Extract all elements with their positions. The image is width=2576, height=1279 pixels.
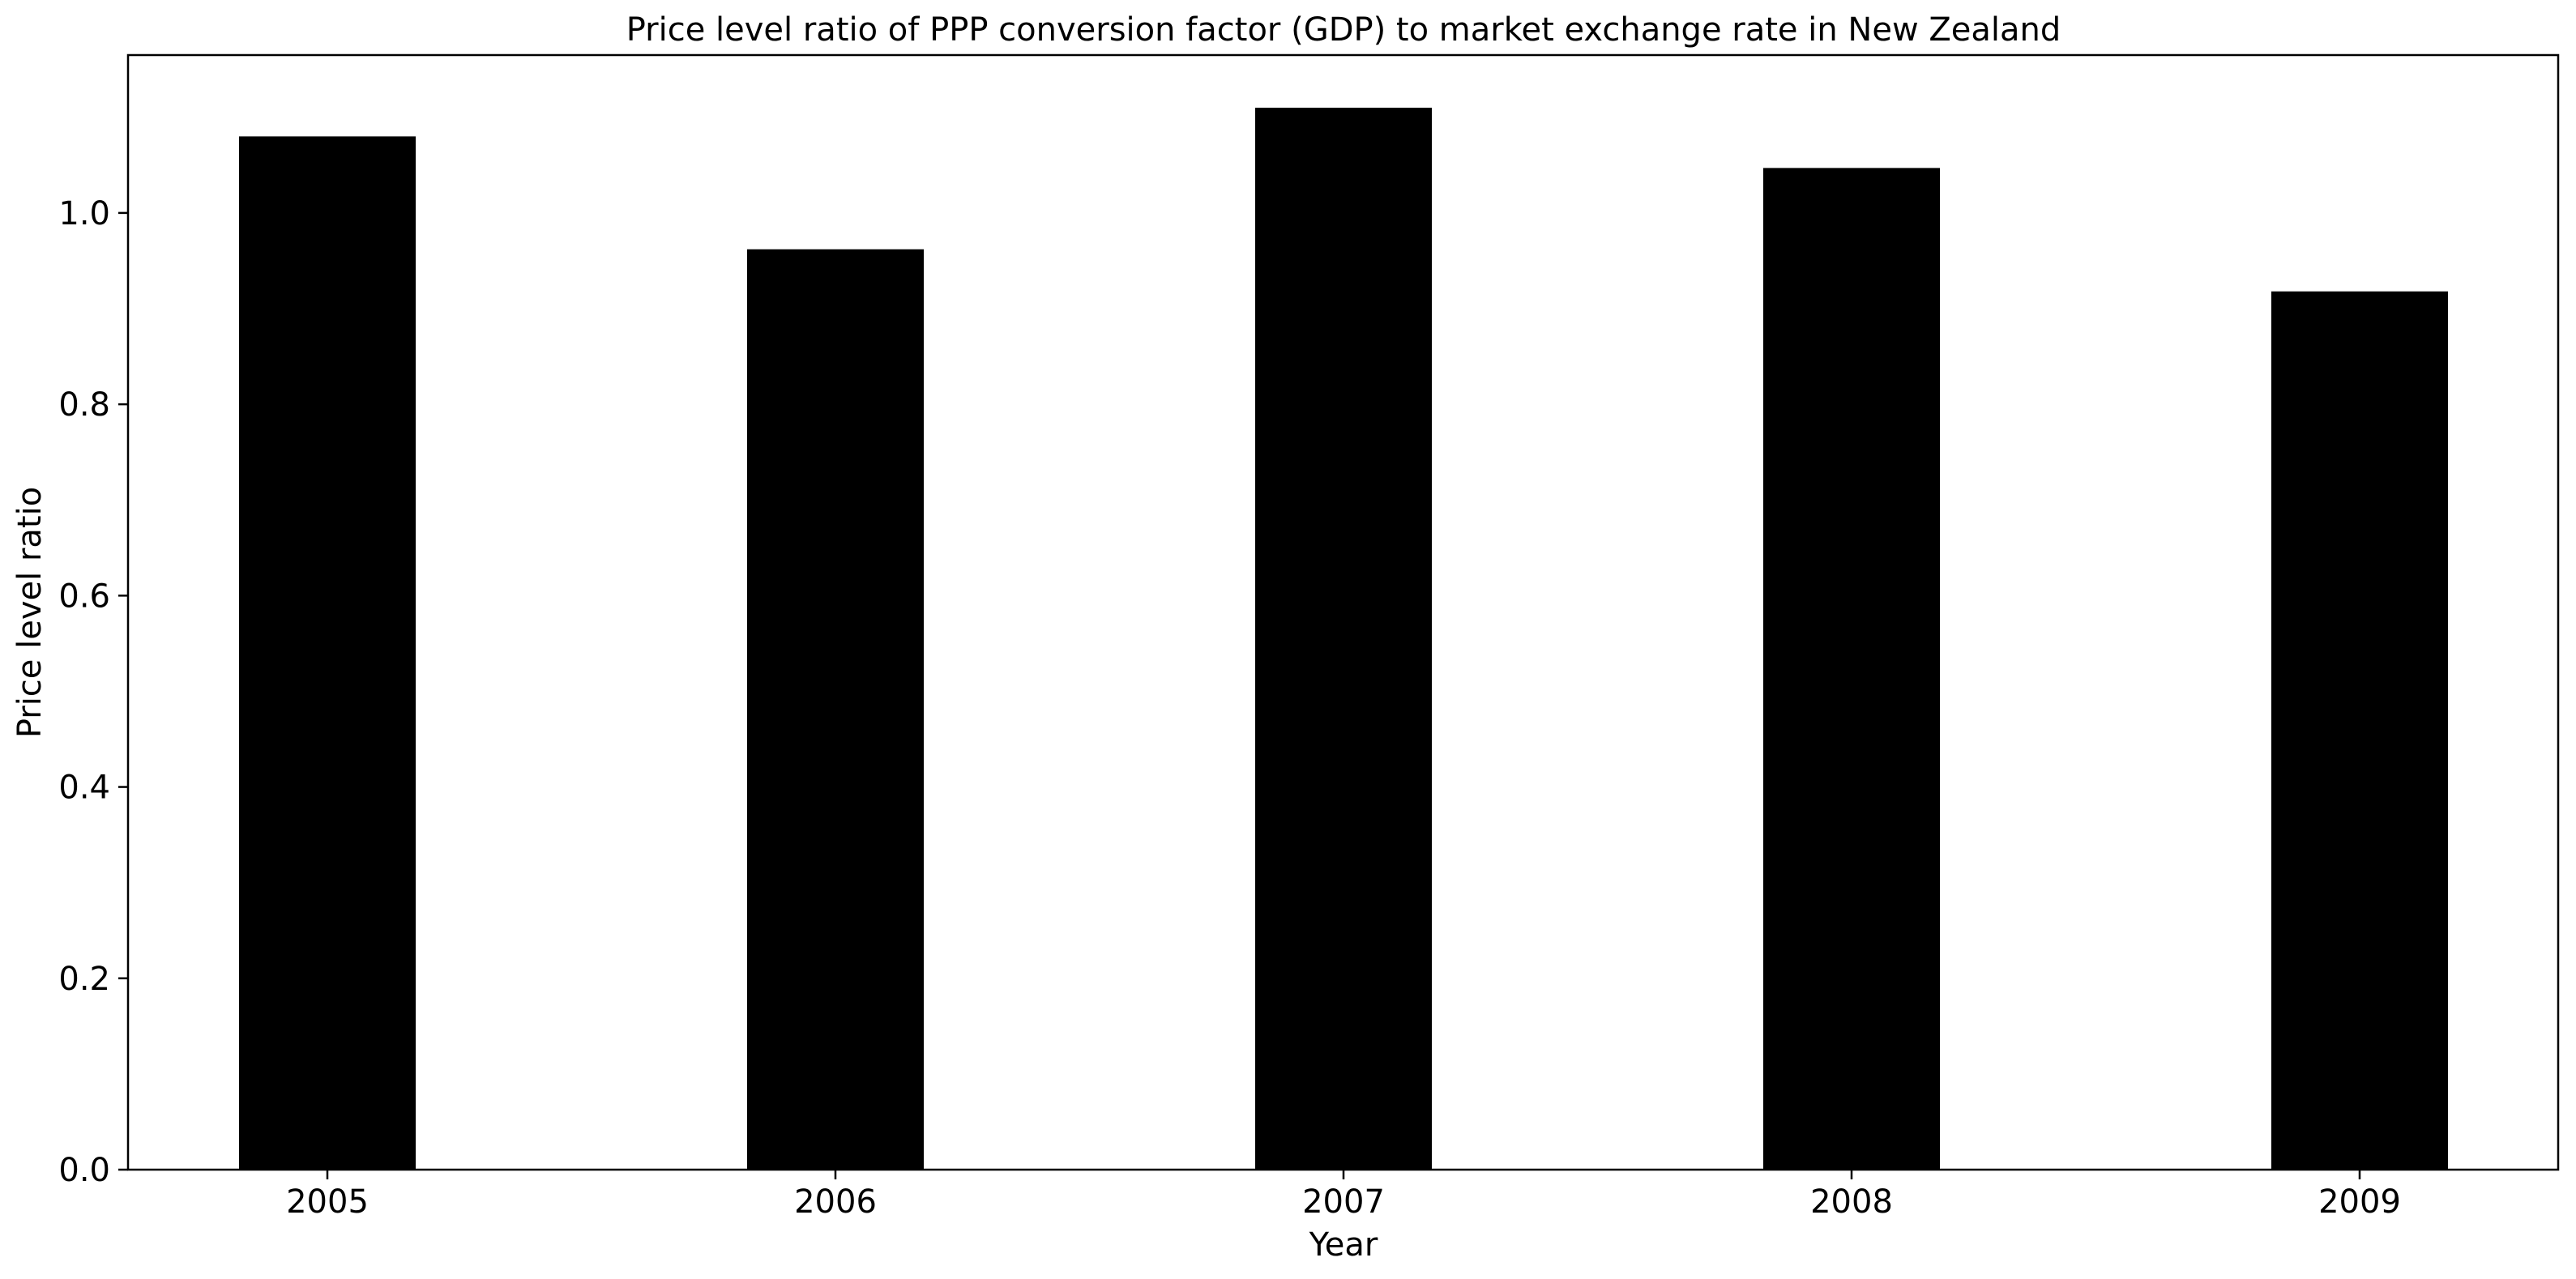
y-tick-label: 0.4 [58, 770, 110, 807]
bar-2009 [2271, 291, 2448, 1170]
bar-2005 [239, 136, 416, 1170]
y-tick-label: 0.2 [58, 961, 110, 998]
x-tick-label: 2006 [794, 1183, 877, 1221]
x-tick-label: 2008 [1810, 1183, 1893, 1221]
x-axis-label: Year [1309, 1226, 1378, 1264]
y-axis-label: Price level ratio [11, 487, 49, 738]
y-tick-label: 0.0 [58, 1152, 110, 1189]
bar-2006 [747, 249, 924, 1170]
x-tick-label: 2009 [2318, 1183, 2401, 1221]
x-tick-label: 2007 [1302, 1183, 1385, 1221]
x-axis: 2005 2006 2007 2008 2009 [286, 1170, 2401, 1221]
bar-2007 [1255, 107, 1432, 1170]
y-tick-label: 0.6 [58, 578, 110, 615]
bars-group [239, 107, 2448, 1170]
bar-2008 [1763, 168, 1940, 1170]
y-axis: 0.0 0.2 0.4 0.6 0.8 1.0 [58, 195, 128, 1189]
x-tick-label: 2005 [286, 1183, 369, 1221]
chart-title: Price level ratio of PPP conversion fact… [626, 11, 2061, 49]
y-tick-label: 0.8 [58, 386, 110, 424]
y-tick-label: 1.0 [58, 195, 110, 232]
